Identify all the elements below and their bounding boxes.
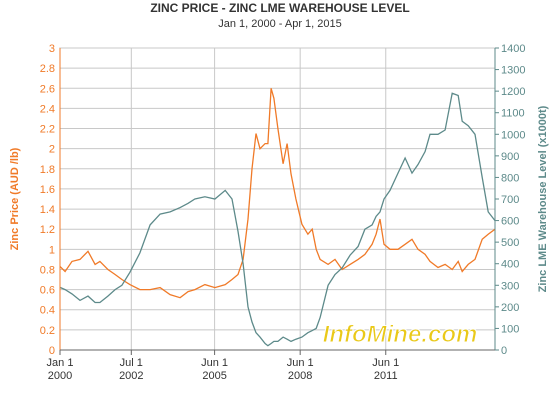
y-tick-label: 0	[49, 345, 55, 357]
y-tick-label: 0.4	[40, 305, 55, 317]
y2-tick-label: 300	[501, 280, 519, 292]
y-tick-label: 0.2	[40, 325, 55, 337]
y-tick-label: 2.6	[40, 83, 55, 95]
y2-tick-label: 1200	[501, 86, 525, 98]
y-tick-label: 2.4	[40, 103, 55, 115]
y2-tick-label: 900	[501, 151, 519, 163]
y-tick-label: 1.6	[40, 184, 55, 196]
y-tick-label: 1	[49, 244, 55, 256]
y-tick-label: 1.4	[40, 204, 55, 216]
x-tick-label: Jul 1 2002	[119, 357, 143, 382]
y2-axis-label: Zinc LME Warehouse Level (x1000t)	[537, 105, 549, 292]
y2-tick-label: 1300	[501, 65, 525, 77]
y2-tick-label: 500	[501, 237, 519, 249]
y-axis-label: Zinc Price (AUD /lb)	[9, 147, 21, 250]
y2-tick-label: 400	[501, 259, 519, 271]
y-tick-label: 2.8	[40, 63, 55, 75]
x-tick-label: Jan 1 2000	[47, 357, 74, 382]
data-line	[59, 92, 496, 347]
y-tick-label: 2	[49, 144, 55, 156]
y2-tick-label: 1100	[501, 108, 525, 120]
y2-tick-label: 100	[501, 323, 519, 335]
y2-tick-label: 1400	[501, 43, 525, 55]
y2-tick-label: 0	[501, 345, 507, 357]
y2-tick-label: 200	[501, 302, 519, 314]
y2-tick-label: 600	[501, 216, 519, 228]
x-tick-label: Jun 1 2008	[287, 357, 314, 382]
y-tick-label: 1.2	[40, 224, 55, 236]
watermark: InfoMine.com	[323, 321, 478, 348]
data-line	[59, 88, 496, 299]
y2-tick-label: 700	[501, 194, 519, 206]
y-tick-label: 3	[49, 43, 55, 55]
y-tick-label: 1.8	[40, 164, 55, 176]
y-tick-label: 2.2	[40, 124, 55, 136]
y2-tick-label: 1000	[501, 129, 525, 141]
chart-title: ZINC PRICE - ZINC LME WAREHOUSE LEVEL	[150, 1, 409, 15]
y-tick-label: 0.8	[40, 264, 55, 276]
plot-area	[59, 47, 496, 351]
y2-tick-label: 800	[501, 172, 519, 184]
x-tick-label: Jun 1 2011	[372, 357, 399, 382]
y-tick-label: 0.6	[40, 285, 55, 297]
x-tick-label: Jun 1 2005	[201, 357, 228, 382]
chart-subtitle: Jan 1, 2000 - Apr 1, 2015	[218, 18, 342, 30]
